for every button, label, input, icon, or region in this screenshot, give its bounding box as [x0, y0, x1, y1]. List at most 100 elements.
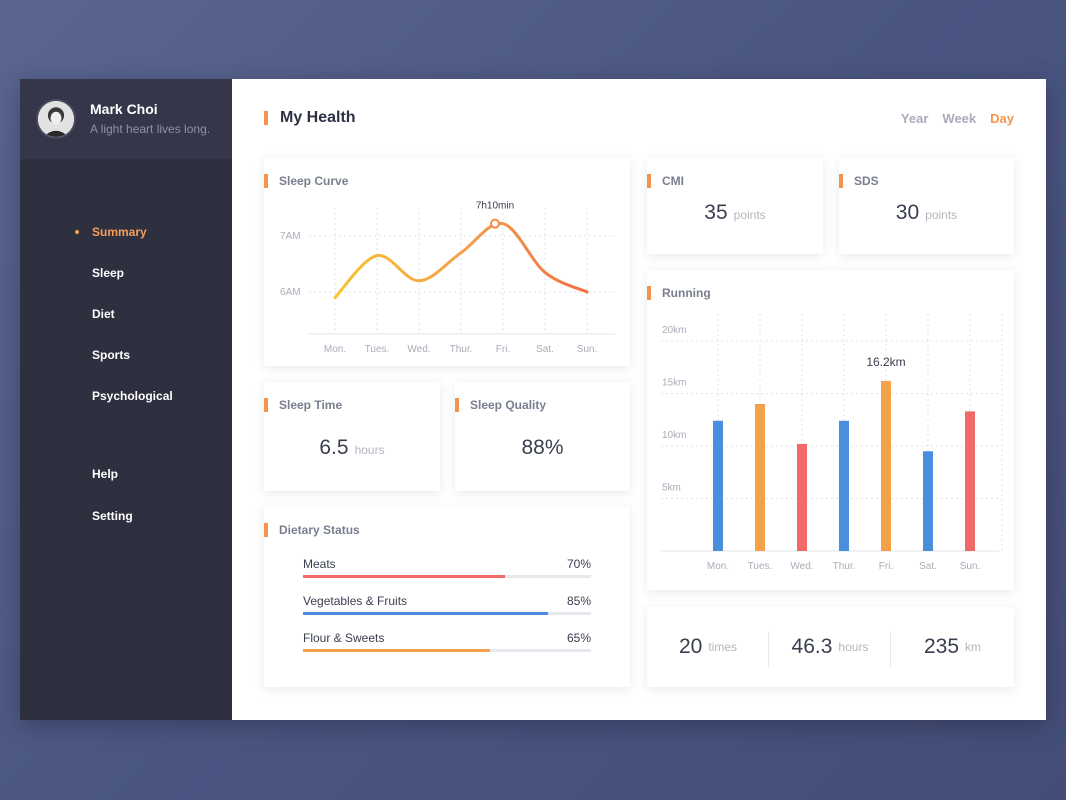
cmi-card: CMI 35 points	[647, 158, 823, 254]
diet-progress-fill	[303, 649, 491, 652]
diet-progress-track	[303, 649, 591, 652]
x-tick-label: Thur.	[833, 561, 856, 572]
running-bar	[755, 404, 765, 551]
avatar-portrait-icon	[38, 101, 74, 137]
sleep-time-unit: hours	[354, 443, 385, 457]
x-tick-label: Sat.	[536, 344, 554, 355]
profile-header: Mark Choi A light heart lives long.	[20, 79, 232, 159]
cmi-unit: points	[733, 208, 766, 222]
app-window: Mark Choi A light heart lives long. Summ…	[20, 79, 1046, 720]
running-bar	[839, 420, 849, 551]
running-chart: 5km 10km 15km 20km Mon. Tues. Wed. Thur. Fri. Sat…	[661, 314, 1003, 572]
x-tick-label: Fri.	[496, 344, 510, 355]
x-tick-label: Sun.	[960, 561, 981, 572]
range-tabs: Year Week Day	[901, 111, 1014, 127]
total-times: 20 times	[647, 607, 769, 687]
y-tick-label: 5km	[662, 483, 681, 494]
running-bar	[923, 451, 933, 551]
total-hours: 46.3 hours	[769, 607, 891, 687]
diet-row-meats: Meats 70%	[303, 557, 591, 587]
sleep-time-title: Sleep Time	[264, 397, 342, 413]
main-content: My Health Year Week Day Sleep Curve Mon.…	[232, 79, 1046, 720]
x-tick-label: Thur.	[450, 344, 473, 355]
sleep-time-value: 6.5	[319, 436, 349, 459]
total-km: 235 km	[891, 607, 1014, 687]
profile-motto: A light heart lives long.	[90, 122, 211, 136]
sleep-quality-value: 88%	[521, 436, 564, 459]
y-tick-label: 15km	[662, 378, 686, 389]
x-tick-label: Tues.	[365, 344, 390, 355]
sidebar-item-summary[interactable]: Summary	[20, 221, 232, 262]
sidebar-item-psychological[interactable]: Psychological	[92, 389, 173, 403]
x-tick-label: Wed.	[407, 344, 430, 355]
y-tick-label: 20km	[662, 325, 686, 336]
sds-unit: points	[925, 208, 958, 222]
x-tick-label: Mon.	[707, 561, 729, 572]
diet-label: Vegetables & Fruits	[303, 594, 408, 608]
sidebar-item-help[interactable]: Help	[92, 467, 119, 481]
cmi-title: CMI	[647, 173, 684, 189]
tab-year[interactable]: Year	[900, 111, 929, 126]
sleep-curve-card: Sleep Curve Mon. Tues. Wed. Thur. Fri. Sat. Su…	[264, 158, 630, 366]
x-tick-label: Wed.	[790, 561, 813, 572]
running-bar	[713, 420, 723, 551]
sleep-peak-marker	[490, 218, 500, 229]
sleep-curve-chart: Mon. Tues. Wed. Thur. Fri. Sat. Sun. 6AM 7AM 7h10…	[280, 201, 615, 355]
diet-label: Flour & Sweets	[303, 631, 385, 645]
running-bar	[797, 443, 807, 551]
cmi-value: 35	[704, 201, 728, 224]
dietary-status-title: Dietary Status	[264, 522, 360, 538]
diet-progress-fill	[303, 575, 505, 578]
total-hours-value: 46.3	[791, 635, 833, 658]
total-times-unit: times	[708, 640, 738, 654]
y-tick-label: 7AM	[280, 231, 301, 242]
sidebar-item-sports[interactable]: Sports	[92, 348, 131, 362]
diet-percent: 70%	[566, 557, 591, 571]
total-times-value: 20	[678, 635, 703, 658]
sds-card: SDS 30 points	[839, 158, 1014, 254]
sidebar-bottom-nav: Help Setting	[20, 463, 232, 547]
x-tick-label: Mon.	[324, 344, 346, 355]
sds-value: 30	[895, 201, 920, 224]
sds-title: SDS	[839, 173, 879, 189]
x-tick-label: Sat.	[919, 561, 937, 572]
diet-label: Meats	[303, 557, 336, 571]
page-title: My Health	[264, 108, 356, 128]
diet-row-vegetables-fruits: Vegetables & Fruits 85%	[303, 594, 591, 624]
sleep-quality-card: Sleep Quality 88%	[455, 382, 630, 491]
running-title: Running	[647, 285, 711, 301]
y-tick-label: 6AM	[280, 287, 301, 298]
profile-name: Mark Choi	[90, 101, 158, 117]
diet-percent: 85%	[566, 594, 591, 608]
sidebar-item-setting[interactable]: Setting	[92, 509, 133, 523]
diet-progress-track	[303, 612, 591, 615]
sidebar: Mark Choi A light heart lives long. Summ…	[20, 79, 232, 720]
x-tick-label: Fri.	[879, 561, 893, 572]
sleep-quality-title: Sleep Quality	[455, 397, 546, 413]
sidebar-item-diet[interactable]: Diet	[92, 307, 115, 321]
x-tick-label: Sun.	[577, 344, 598, 355]
tab-week[interactable]: Week	[942, 111, 977, 126]
diet-progress-fill	[303, 612, 548, 615]
sidebar-nav: Summary Sleep Diet Sports Psychological	[20, 221, 232, 426]
running-peak-label: 16.2km	[866, 355, 905, 369]
diet-row-flour-sweets: Flour & Sweets 65%	[303, 631, 591, 661]
sleep-time-card: Sleep Time 6.5 hours	[264, 382, 440, 491]
dietary-status-card: Dietary Status Meats 70% Vegetables & Fr…	[264, 507, 630, 687]
running-bar	[965, 411, 975, 551]
total-hours-unit: hours	[838, 640, 869, 654]
running-card: Running 5km 10km 15km 20km Mon. Tues. Wed. Thur…	[647, 270, 1014, 590]
sleep-curve-line	[333, 222, 589, 300]
avatar[interactable]	[36, 99, 76, 139]
y-tick-label: 10km	[662, 430, 686, 441]
stat-divider	[768, 631, 769, 667]
totals-card: 20 times 46.3 hours 235 km	[647, 607, 1014, 687]
tab-day[interactable]: Day	[990, 111, 1014, 126]
sleep-curve-title: Sleep Curve	[264, 173, 348, 189]
x-tick-label: Tues.	[748, 561, 773, 572]
sleep-peak-label: 7h10min	[476, 201, 514, 212]
sidebar-item-sleep[interactable]: Sleep	[92, 266, 125, 280]
running-bar	[881, 380, 891, 551]
stat-divider	[890, 631, 891, 667]
total-km-value: 235	[923, 635, 960, 658]
